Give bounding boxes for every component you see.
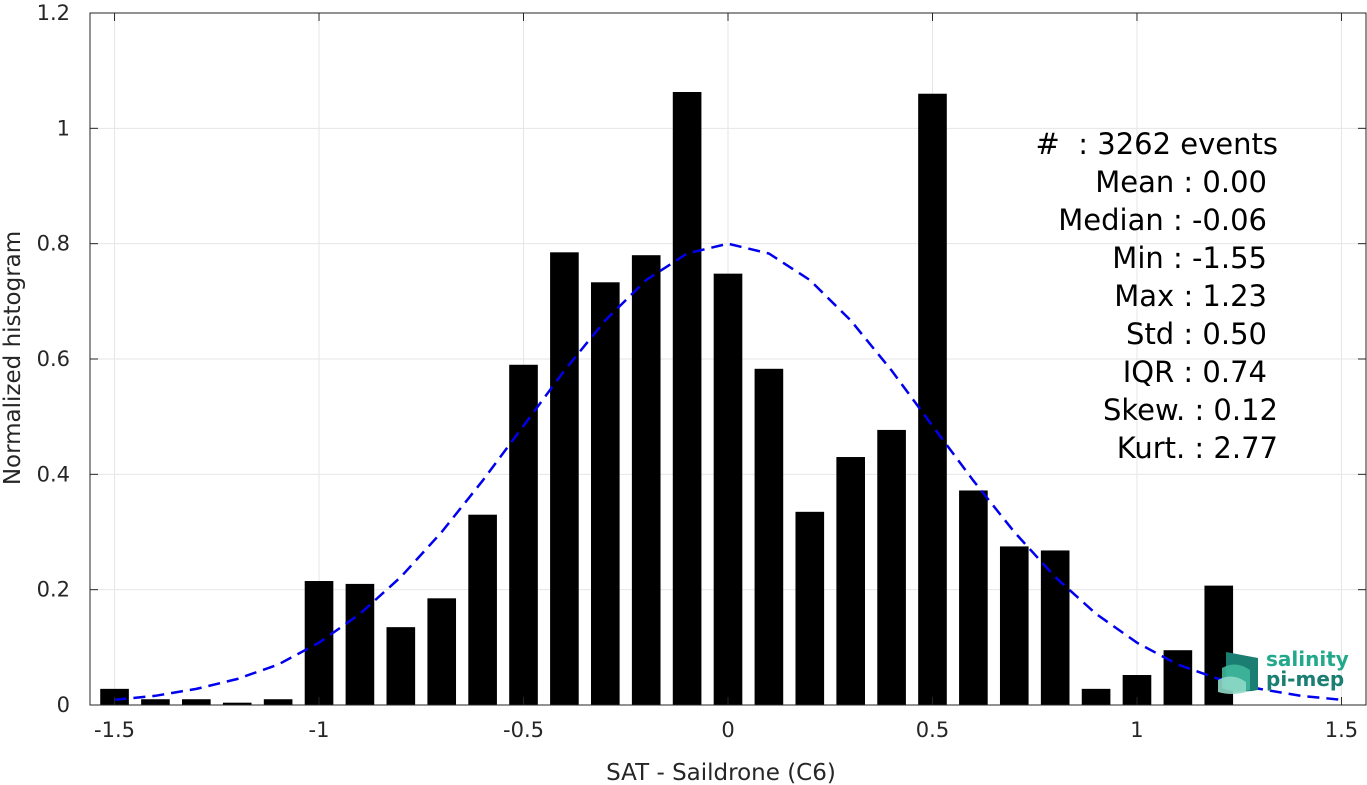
stat-min: Min : -1.55 (1112, 241, 1267, 275)
wave-logo-icon (1218, 652, 1258, 694)
stat-max: Max : 1.23 (1114, 279, 1267, 313)
histogram-bar (672, 92, 702, 705)
histogram-bar (345, 583, 375, 705)
stats-box: # : 3262 events Mean : 0.00 Median : -0.… (1036, 127, 1278, 465)
histogram-bar (1040, 550, 1070, 705)
bars-layer (100, 92, 1234, 706)
stat-skew: Skew. : 0.12 (1103, 393, 1278, 427)
stat-median: Median : -0.06 (1058, 203, 1267, 237)
y-tick-label: 0 (57, 693, 70, 717)
x-tick-label: 0.5 (916, 718, 949, 742)
salinity-pi-mep-logo: salinity pi-mep (1218, 647, 1349, 694)
fit-curve (114, 242, 1342, 702)
y-tick-label: 1 (57, 116, 70, 140)
y-tick-label: 0.4 (37, 462, 70, 486)
x-tick-label: 0 (721, 718, 734, 742)
x-tick-label: 1 (1130, 718, 1143, 742)
histogram-bar (509, 364, 538, 705)
histogram-bar (795, 511, 825, 705)
x-tick-label: -1.5 (94, 718, 135, 742)
histogram-bar (590, 282, 620, 705)
histogram-bar (918, 93, 947, 705)
stat-std: Std : 0.50 (1126, 317, 1267, 351)
x-tick-labels: -1.5 -1 -0.5 0 0.5 1 1.5 (94, 718, 1358, 742)
histogram-bar (468, 514, 497, 705)
x-tick-label: -1 (309, 718, 330, 742)
x-axis-label: SAT - Saildrone (C6) (606, 760, 836, 785)
histogram-bar (100, 688, 129, 705)
histogram-bar (836, 457, 866, 705)
x-tick-label: -0.5 (503, 718, 544, 742)
stat-iqr: IQR : 0.74 (1123, 355, 1267, 389)
histogram-bar (631, 255, 661, 705)
y-tick-label: 0.6 (37, 347, 70, 371)
y-tick-label: 0.8 (37, 232, 70, 256)
y-axis-label: Normalized histogram (0, 231, 26, 485)
x-tick-label: 1.5 (1325, 718, 1358, 742)
stat-events: # : 3262 events (1036, 127, 1278, 161)
histogram-bar (182, 699, 211, 705)
histogram-bar (1081, 688, 1111, 705)
histogram-bar (754, 368, 784, 705)
y-tick-label: 1.2 (37, 1, 70, 25)
histogram-bar (222, 702, 252, 705)
logo-line2: pi-mep (1266, 667, 1344, 691)
histogram-bar (959, 490, 988, 705)
logo-line1: salinity (1266, 647, 1349, 671)
histogram-bar (550, 252, 579, 706)
histogram-bar (713, 273, 743, 705)
stat-mean: Mean : 0.00 (1095, 165, 1267, 199)
y-tick-labels: 0 0.2 0.4 0.6 0.8 1 1.2 (37, 1, 70, 717)
histogram-bar (386, 627, 416, 705)
y-tick-label: 0.2 (37, 578, 70, 602)
histogram-bar (877, 429, 906, 705)
stat-kurt: Kurt. : 2.77 (1117, 431, 1278, 465)
histogram-bar (427, 598, 457, 705)
histogram-bar (999, 546, 1029, 705)
histogram-bar (263, 699, 293, 705)
ticks-layer (90, 12, 1366, 706)
histogram-bar (141, 699, 170, 705)
